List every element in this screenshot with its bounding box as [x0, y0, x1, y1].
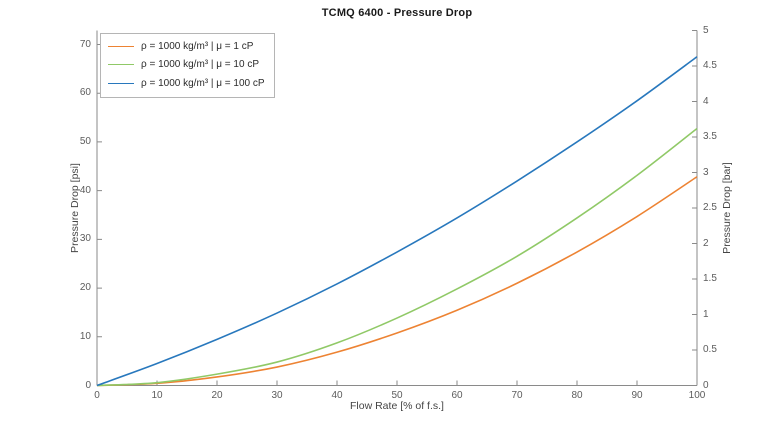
x-tick-label: 10 — [151, 390, 163, 401]
right-y-tick-label: 4 — [703, 95, 709, 107]
right-y-tick-label: 5 — [703, 24, 709, 36]
curve-series-2 — [96, 56, 698, 387]
x-tick-label: 0 — [94, 390, 100, 401]
legend-item: ρ = 1000 kg/m³ | μ = 10 cP — [108, 56, 265, 75]
right-y-tick-label: 1.5 — [703, 273, 717, 284]
right-y-tick-label: 4.5 — [703, 60, 717, 71]
x-tick-label: 40 — [331, 390, 343, 401]
right-y-tick-label: 3.5 — [703, 131, 717, 142]
right-y-tick-label: 0 — [703, 379, 709, 391]
legend-item-label: ρ = 1000 kg/m³ | μ = 10 cP — [141, 59, 259, 71]
right-y-tick-label: 2.5 — [703, 202, 717, 213]
legend-item-label: ρ = 1000 kg/m³ | μ = 1 cP — [141, 40, 254, 52]
x-tick-label: 70 — [511, 390, 523, 401]
x-tick-label: 60 — [451, 390, 463, 401]
right-y-tick-label: 1 — [703, 308, 709, 320]
x-tick-label: 50 — [391, 390, 403, 401]
left-y-tick-label: 20 — [79, 282, 91, 294]
right-y-tick-label: 3 — [703, 166, 709, 178]
legend: ρ = 1000 kg/m³ | μ = 1 cP ρ = 1000 kg/m³ … — [100, 33, 275, 98]
right-y-tick-label: 2 — [703, 237, 709, 249]
chart-title: TCMQ 6400 - Pressure Drop — [321, 7, 473, 19]
legend-item: ρ = 1000 kg/m³ | μ = 1 cP — [108, 37, 265, 56]
left-y-axis-label: Pressure Drop [psi] — [69, 163, 81, 253]
left-y-tick-label: 40 — [79, 184, 91, 196]
left-y-tick-label: 0 — [85, 379, 91, 391]
curve-series-0 — [96, 176, 698, 387]
legend-item: ρ = 1000 kg/m³ | μ = 100 cP — [108, 74, 265, 93]
x-tick-label: 90 — [631, 390, 643, 401]
x-axis-label: Flow Rate [% of f.s.] — [350, 400, 444, 412]
left-y-tick-label: 50 — [79, 135, 91, 147]
curve-series-1 — [96, 127, 698, 387]
tick-marks — [96, 30, 698, 386]
right-y-tick-label: 0.5 — [703, 344, 717, 355]
left-y-tick-label: 10 — [79, 330, 91, 342]
x-tick-label: 30 — [271, 390, 283, 401]
left-y-tick-label: 60 — [79, 87, 91, 99]
x-tick-label: 80 — [571, 390, 583, 401]
x-tick-label: 20 — [211, 390, 223, 401]
legend-line-swatch — [108, 82, 134, 84]
x-tick-label: 100 — [688, 390, 706, 401]
left-y-tick-label: 70 — [79, 38, 91, 50]
legend-item-label: ρ = 1000 kg/m³ | μ = 100 cP — [141, 77, 265, 89]
legend-line-swatch — [108, 45, 134, 47]
left-y-tick-label: 30 — [79, 233, 91, 245]
legend-line-swatch — [108, 64, 134, 66]
right-y-axis-label: Pressure Drop [bar] — [721, 162, 733, 254]
